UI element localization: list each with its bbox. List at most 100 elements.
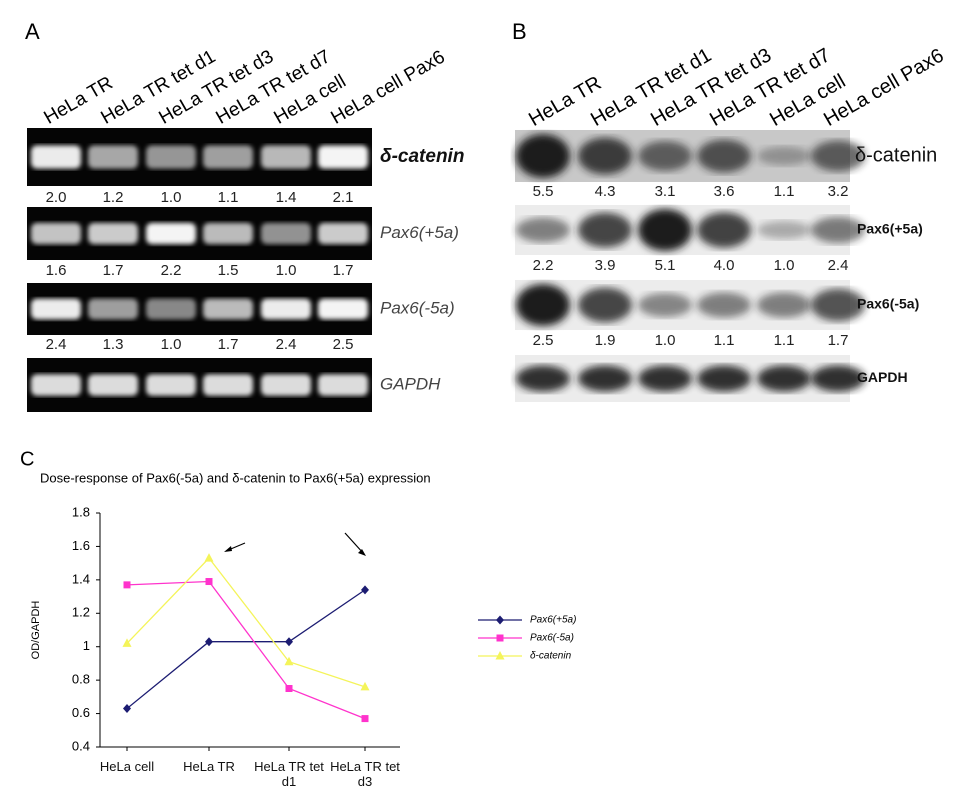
band-value: 2.4: [46, 336, 67, 353]
gel-band: [31, 374, 81, 396]
legend-label: Pax6(+5a): [530, 615, 576, 626]
band-value: 2.5: [333, 336, 354, 353]
band-value: 1.4: [276, 189, 297, 206]
band-value: 1.7: [103, 262, 124, 279]
band-value: 1.0: [161, 336, 182, 353]
band-value: 3.2: [828, 183, 849, 200]
blot-band: [516, 217, 570, 243]
gel-band: [261, 374, 311, 396]
series-line: [126, 557, 366, 688]
gel-band: [146, 222, 196, 245]
band-value: 5.5: [533, 183, 554, 200]
y-tick-label: 0.6: [72, 705, 90, 720]
band-value: 1.0: [655, 332, 676, 349]
data-point: [205, 578, 213, 586]
data-point: [285, 637, 293, 647]
y-tick-label: 1.4: [72, 571, 90, 586]
blot-band: [697, 212, 751, 248]
panel-label: A: [25, 19, 40, 44]
blot-band: [638, 140, 692, 172]
gel-band: [203, 222, 253, 245]
legend-label: δ-catenin: [530, 651, 572, 662]
band-value: 1.6: [46, 262, 67, 279]
gel-band: [318, 298, 368, 320]
data-point: [284, 656, 294, 666]
row-label: GAPDH: [857, 369, 908, 385]
blot-band: [697, 292, 751, 318]
legend-marker: [495, 651, 505, 660]
y-tick-label: 1.6: [72, 538, 90, 553]
row-label: GAPDH: [380, 374, 441, 393]
blot-band: [757, 221, 811, 239]
gel-lane-strip: [27, 358, 372, 412]
panel-label: C: [20, 448, 34, 470]
blot-band: [578, 212, 632, 248]
panel-label: B: [512, 19, 527, 44]
band-value: 1.7: [218, 336, 239, 353]
gel-band: [261, 298, 311, 320]
blot-band: [757, 146, 811, 166]
gel-band: [88, 374, 138, 396]
blot-band: [757, 292, 811, 318]
gel-band: [146, 145, 196, 169]
y-tick-label: 0.8: [72, 672, 90, 687]
data-point: [361, 585, 369, 595]
band-value: 1.3: [103, 336, 124, 353]
gel-lane-strip: [27, 207, 372, 260]
gel-band: [261, 222, 311, 245]
band-value: 2.1: [333, 189, 354, 206]
arrow-head: [358, 549, 366, 556]
blot-band: [516, 365, 570, 392]
band-value: 3.6: [714, 183, 735, 200]
band-value: 3.9: [595, 257, 616, 274]
blot-band: [638, 293, 692, 317]
blot-band: [811, 216, 865, 244]
blot-band: [757, 365, 811, 392]
band-value: 1.7: [333, 262, 354, 279]
blot-band: [578, 287, 632, 323]
x-tick-label: HeLa TR: [183, 759, 235, 774]
legend-label: Pax6(-5a): [530, 633, 574, 644]
gel-lane-strip: [27, 283, 372, 335]
gel-band: [88, 145, 138, 169]
x-tick-label: HeLa TR tet d3: [330, 759, 400, 789]
band-value: 1.1: [714, 332, 735, 349]
blot-band: [578, 137, 632, 175]
band-value: 2.2: [161, 262, 182, 279]
blot-band: [516, 284, 570, 326]
x-tick-label: HeLa cell: [99, 759, 155, 774]
blot-band: [697, 139, 751, 173]
y-tick-label: 1: [83, 638, 90, 653]
gel-band: [88, 222, 138, 245]
band-value: 2.4: [276, 336, 297, 353]
row-label: δ-catenin: [855, 144, 937, 166]
row-label: Pax6(-5a): [380, 298, 455, 317]
data-point: [205, 637, 213, 647]
band-value: 1.1: [218, 189, 239, 206]
row-label: Pax6(+5a): [857, 221, 923, 237]
blot-band: [516, 134, 570, 178]
chart-title: Dose-response of Pax6(-5a) and δ-catenin…: [40, 470, 431, 485]
gel-band: [318, 374, 368, 396]
band-value: 1.2: [103, 189, 124, 206]
series-line: [126, 580, 366, 720]
band-value: 1.0: [276, 262, 297, 279]
gel-band: [203, 298, 253, 320]
series-line: [126, 589, 366, 710]
blot-band: [811, 140, 865, 172]
gel-lane-strip: [27, 128, 372, 186]
row-label: Pax6(-5a): [857, 296, 919, 312]
data-point: [123, 704, 131, 714]
arrow-head: [224, 546, 232, 552]
blot-band: [638, 365, 692, 392]
band-value: 2.0: [46, 189, 67, 206]
band-value: 1.0: [161, 189, 182, 206]
band-value: 5.1: [655, 257, 676, 274]
band-value: 4.0: [714, 257, 735, 274]
blot-band: [578, 365, 632, 392]
y-tick-label: 0.4: [72, 738, 90, 753]
data-point: [285, 685, 293, 692]
gel-band: [146, 298, 196, 320]
blot-band: [697, 365, 751, 392]
